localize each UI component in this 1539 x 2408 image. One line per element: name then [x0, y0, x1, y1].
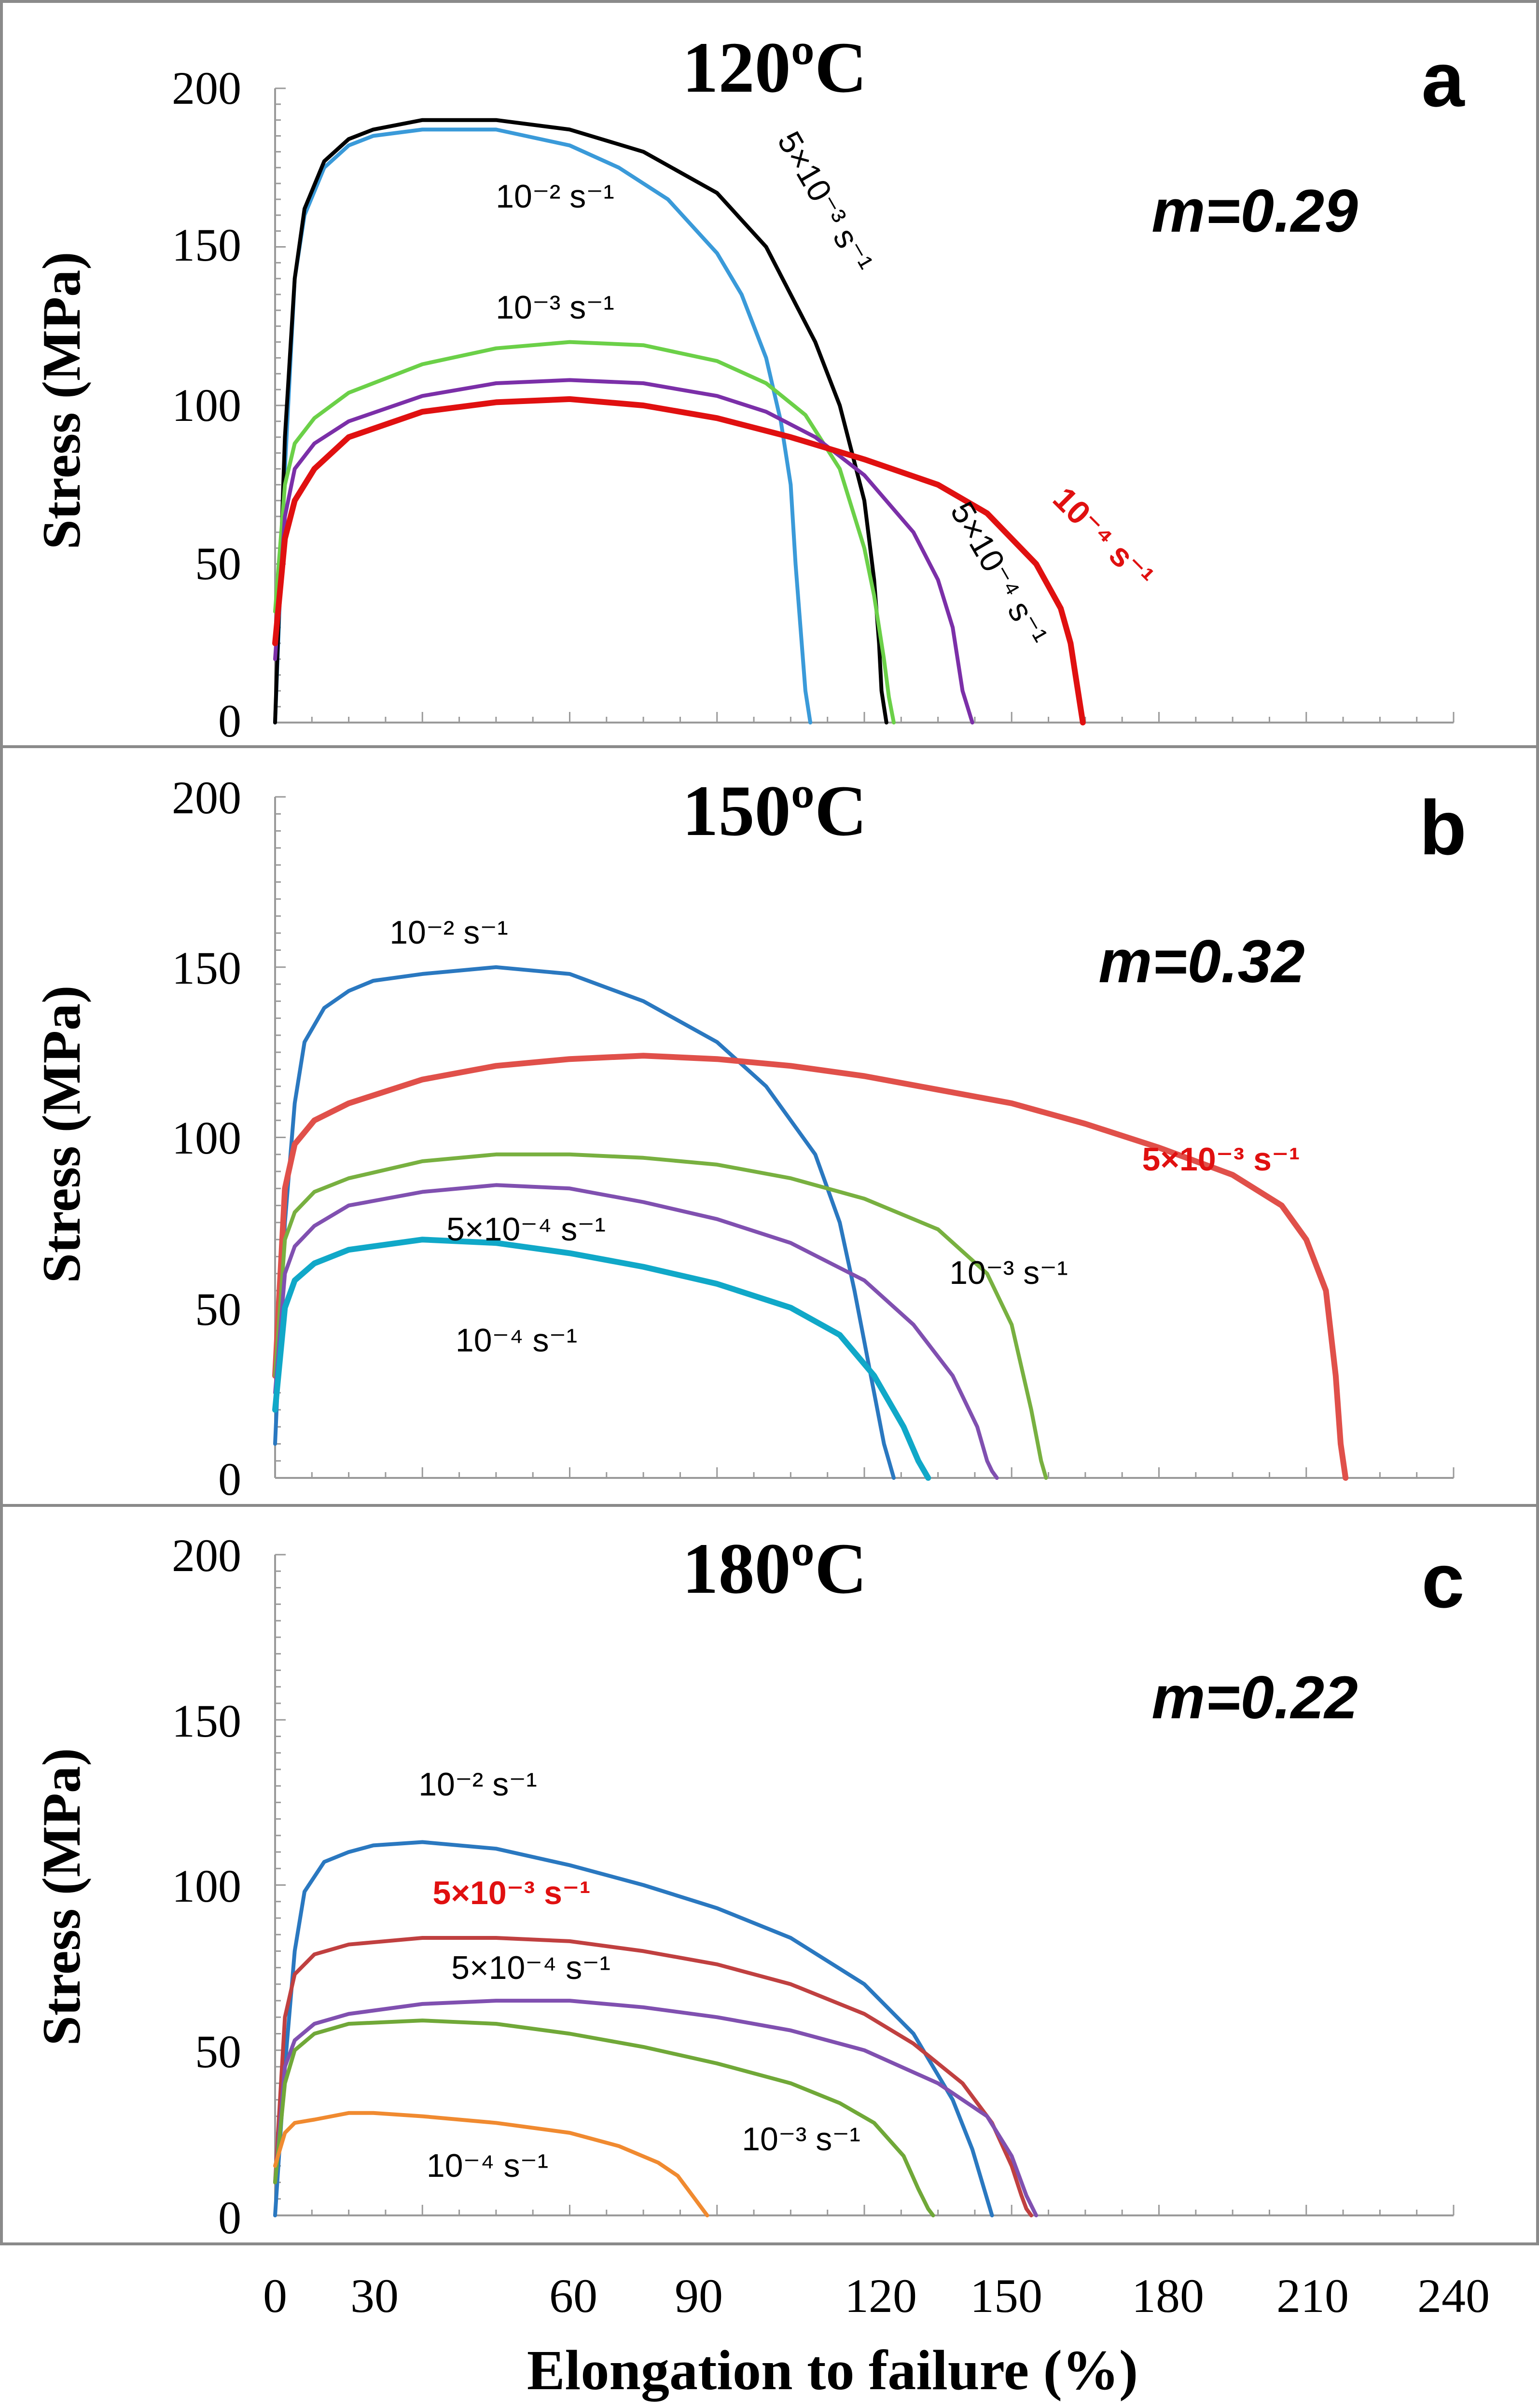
panel-b-curves: [272, 965, 1349, 1481]
panel-c-label-1e-3: 10⁻³ s⁻¹: [742, 2121, 860, 2157]
panel-frames: [0, 0, 1539, 2245]
panel-c-ytick-150: 150: [172, 1695, 241, 1747]
panel-c-frame: [0, 1504, 1539, 2245]
panel-b-title: 150ºC: [682, 771, 867, 851]
panel-c-title: 180ºC: [682, 1529, 867, 1609]
panel-c-ytick-50: 50: [195, 2026, 241, 2077]
xtick-210: 210: [1276, 2269, 1349, 2323]
panel-c-ytick-100: 100: [172, 1860, 241, 1912]
panel-a-series-line-2: [273, 340, 896, 724]
panel-c-ytick-0: 0: [218, 2192, 241, 2243]
x-axis-label: Elongation to failure (%): [527, 2338, 1138, 2402]
panel-c-ytick-200: 200: [172, 1530, 241, 1581]
xtick-240: 240: [1417, 2269, 1490, 2323]
panel-a-ytick-100: 100: [172, 379, 241, 431]
panel-c-curves: [273, 1840, 1039, 2217]
panel-a-ytick-0: 0: [218, 695, 241, 747]
panel-c-label-5e-3: 5×10⁻³ s⁻¹: [433, 1875, 591, 1911]
xtick-180: 180: [1132, 2269, 1204, 2323]
panel-c-series-line-1: [273, 1936, 1033, 2217]
panel-c-label-1e-4: 10⁻⁴ s⁻¹: [427, 2147, 548, 2184]
panel-b-label-1e-3: 10⁻³ s⁻¹: [949, 1254, 1068, 1291]
panel-a-curves: [272, 118, 1086, 725]
panel-a-label-1e-2: 10⁻² s⁻¹: [496, 178, 614, 215]
panel-a-ytick-50: 50: [195, 538, 241, 589]
panel-b-label-5e-4: 5×10⁻⁴ s⁻¹: [446, 1211, 606, 1248]
panel-c-axes: [274, 1554, 1455, 2216]
panel-b: 200 150 100 50 0 Stress (MPa) 150ºC b m=…: [32, 771, 1467, 1505]
panel-c: 200 150 100 50 0 Stress (MPa) 180ºC c m=…: [32, 1529, 1464, 2243]
xtick-120: 120: [845, 2269, 917, 2323]
panel-b-ytick-200: 200: [172, 772, 241, 823]
panel-c-ylabel: Stress (MPa): [32, 1748, 92, 2046]
xtick-150: 150: [970, 2269, 1042, 2323]
panel-a-series-line-0: [273, 127, 813, 724]
panel-c-series-line-0: [273, 1840, 994, 2217]
x-tick-labels: 0 30 60 90 120 150 180 210 240: [263, 2269, 1490, 2323]
panel-a-ytick-200: 200: [172, 62, 241, 114]
panel-a-label-1e-3: 10⁻³ s⁻¹: [496, 289, 614, 326]
panel-c-series-line-4: [273, 2111, 709, 2217]
panel-a-series-line-4: [272, 396, 1086, 725]
panel-b-series-line-4: [272, 1237, 931, 1481]
xtick-0: 0: [263, 2269, 287, 2323]
panel-c-label-5e-4: 5×10⁻⁴ s⁻¹: [451, 1949, 610, 1986]
panel-b-letter: b: [1419, 784, 1467, 871]
panel-b-ytick-150: 150: [172, 942, 241, 994]
panel-a-series-line-3: [273, 378, 974, 724]
panel-b-series-line-2: [273, 1152, 1048, 1480]
panel-b-label-1e-4: 10⁻⁴ s⁻¹: [456, 1322, 577, 1359]
panel-b-label-1e-2: 10⁻² s⁻¹: [389, 914, 508, 951]
panel-a-ytick-150: 150: [172, 219, 241, 271]
panel-c-series-line-2: [273, 1999, 1039, 2217]
panel-c-series-line-3: [273, 2018, 935, 2217]
xtick-90: 90: [675, 2269, 723, 2323]
panel-b-m-value: m=0.32: [1098, 928, 1304, 995]
panel-b-series-line-1: [272, 1053, 1349, 1481]
panel-a-title: 120ºC: [682, 28, 867, 108]
panel-b-ylabel: Stress (MPa): [32, 986, 92, 1283]
panel-c-label-1e-2: 10⁻² s⁻¹: [418, 1766, 537, 1803]
panel-b-label-5e-3: 5×10⁻³ s⁻¹: [1142, 1141, 1300, 1178]
xtick-30: 30: [350, 2269, 399, 2323]
panel-b-series-line-3: [273, 1183, 999, 1480]
panel-a-m-value: m=0.29: [1151, 178, 1358, 245]
panel-c-m-value: m=0.22: [1151, 1664, 1358, 1731]
panel-a-letter: a: [1422, 36, 1465, 123]
panel-b-ytick-100: 100: [172, 1112, 241, 1164]
panel-b-ytick-50: 50: [195, 1283, 241, 1335]
panel-a-ylabel: Stress (MPa): [32, 252, 92, 550]
xtick-60: 60: [549, 2269, 597, 2323]
panel-b-ytick-0: 0: [218, 1453, 241, 1505]
panel-c-letter: c: [1422, 1537, 1465, 1624]
